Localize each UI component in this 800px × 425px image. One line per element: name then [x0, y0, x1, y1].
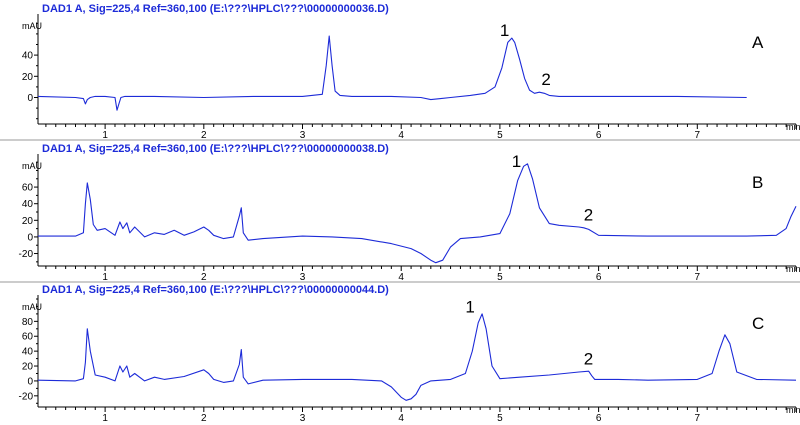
y-tick-label: 80 [22, 317, 34, 328]
x-tick-label: 7 [695, 413, 701, 424]
peak-label-2: 2 [584, 205, 593, 224]
y-tick-label: 40 [22, 51, 34, 62]
panel-a: DAD1 A, Sig=225,4 Ref=360,100 (E:\???\HP… [0, 3, 800, 141]
y-tick-label: 40 [22, 347, 34, 358]
x-tick-label: 5 [497, 130, 503, 141]
x-tick-label: 7 [695, 272, 701, 283]
y-tick-label: 60 [22, 183, 34, 194]
y-axis-unit-label: mAU [22, 302, 42, 312]
panel-letter: C [752, 314, 764, 333]
x-tick-label: 6 [596, 272, 602, 283]
chromatogram-trace [37, 35, 747, 111]
x-tick-label: 2 [201, 272, 207, 283]
peak-label-1: 1 [465, 297, 474, 316]
x-tick-label: 3 [300, 413, 306, 424]
y-tick-label: 0 [27, 376, 33, 387]
x-tick-label: 5 [497, 272, 503, 283]
x-tick-label: 3 [300, 272, 306, 283]
panel-letter: A [752, 33, 764, 52]
peak-label-1: 1 [500, 21, 509, 40]
panel-b-title: DAD1 A, Sig=225,4 Ref=360,100 (E:\???\HP… [42, 143, 389, 155]
chromatogram-trace [37, 313, 797, 401]
peak-label-1: 1 [512, 152, 521, 171]
x-axis-unit-label: min [786, 122, 800, 132]
x-tick-label: 4 [398, 272, 404, 283]
x-tick-label: 1 [102, 413, 108, 424]
x-axis-unit-label: min [786, 264, 800, 274]
y-tick-label: 60 [22, 332, 34, 343]
x-tick-label: 2 [201, 413, 207, 424]
peak-label-2: 2 [584, 350, 593, 369]
x-tick-label: 4 [398, 130, 404, 141]
x-tick-label: 3 [300, 130, 306, 141]
chromatogram-trace [38, 163, 797, 264]
x-tick-label: 1 [102, 130, 108, 141]
y-tick-label: 20 [22, 72, 34, 83]
panel-c-title: DAD1 A, Sig=225,4 Ref=360,100 (E:\???\HP… [42, 284, 389, 296]
x-tick-label: 1 [102, 272, 108, 283]
y-tick-label: 0 [27, 232, 33, 243]
y-tick-label: 0 [27, 93, 33, 104]
x-tick-label: 6 [596, 413, 602, 424]
x-axis-unit-label: min [786, 405, 800, 415]
x-tick-label: 5 [497, 413, 503, 424]
x-tick-label: 2 [201, 130, 207, 141]
x-tick-label: 7 [695, 130, 701, 141]
panel-b: DAD1 A, Sig=225,4 Ref=360,100 (E:\???\HP… [0, 143, 800, 283]
y-tick-label: -20 [19, 249, 34, 260]
y-tick-label: 20 [22, 216, 34, 227]
panel-a-title: DAD1 A, Sig=225,4 Ref=360,100 (E:\???\HP… [42, 3, 389, 15]
y-axis-unit-label: mAU [22, 21, 42, 31]
y-tick-label: 20 [22, 362, 34, 373]
peak-label-2: 2 [541, 70, 550, 89]
y-tick-label: -20 [19, 391, 34, 402]
y-axis-unit-label: mAU [22, 161, 42, 171]
panel-c: DAD1 A, Sig=225,4 Ref=360,100 (E:\???\HP… [19, 284, 800, 424]
x-tick-label: 6 [596, 130, 602, 141]
y-tick-label: 40 [22, 199, 34, 210]
panel-letter: B [752, 173, 763, 192]
x-tick-label: 4 [398, 413, 404, 424]
